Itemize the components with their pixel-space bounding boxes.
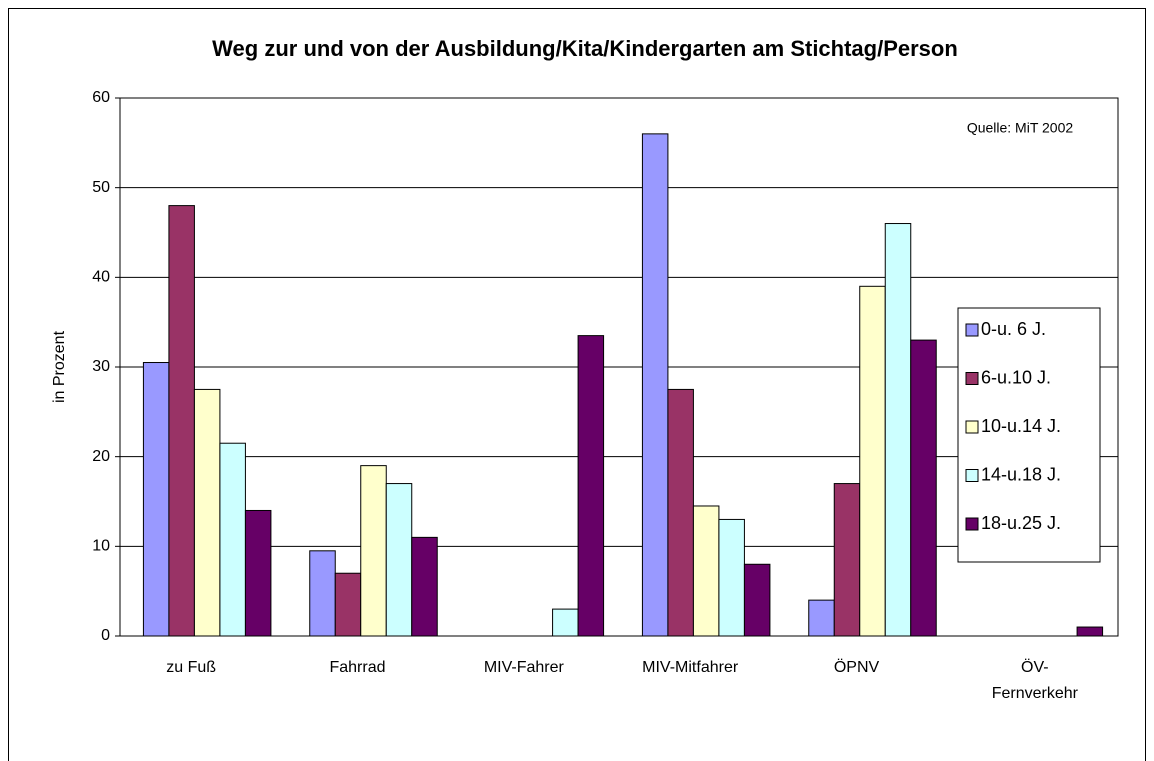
bar [168, 205, 195, 637]
bar [334, 572, 362, 637]
y-tick-label: 30 [92, 358, 110, 375]
x-tick-label: zu Fuß [166, 659, 216, 676]
annotation: Quelle: MiT 2002 [967, 120, 1074, 136]
bar [552, 608, 579, 637]
legend-label: 6-u.10 J. [981, 367, 1051, 387]
x-tick-label: MIV-Fahrer [484, 659, 565, 676]
bar [808, 599, 835, 637]
legend-swatch [965, 372, 979, 385]
legend-swatch [965, 323, 979, 337]
bar [718, 518, 745, 637]
legend-label: 14-u.18 J. [981, 464, 1061, 484]
bar [142, 362, 170, 637]
legend-swatch [965, 469, 979, 482]
chart-title: Weg zur und von der Ausbildung/Kita/Kind… [212, 36, 958, 61]
x-tick-label: MIV-Mitfahrer [642, 659, 739, 676]
y-tick-label: 20 [92, 448, 110, 465]
y-tick-label: 50 [92, 179, 110, 196]
bar [309, 550, 336, 637]
bar [360, 465, 387, 637]
x-tick-label: Fahrrad [329, 659, 385, 676]
x-tick-label: ÖPNV [834, 658, 880, 676]
bar [411, 536, 438, 637]
legend-label: 0-u. 6 J. [981, 319, 1046, 339]
x-tick-label: ÖV-Fernverkehr [992, 658, 1079, 702]
bar [577, 335, 605, 637]
bar [219, 442, 246, 637]
bar [641, 133, 669, 637]
bar [743, 563, 771, 637]
bar [667, 388, 694, 637]
legend-label: 18-u.25 J. [981, 513, 1061, 533]
legend-label: 10-u.14 J. [981, 416, 1061, 436]
legend-swatch [965, 517, 979, 531]
legend-box [957, 307, 1101, 563]
bar [692, 505, 720, 637]
y-tick-label: 60 [92, 89, 110, 106]
bar [884, 223, 912, 637]
legend-swatch [965, 420, 979, 434]
y-tick-label: 0 [101, 627, 110, 644]
bar [193, 388, 221, 637]
bar [1076, 626, 1104, 637]
plot-area [119, 97, 1119, 637]
y-axis-label: in Prozent [51, 330, 68, 403]
y-tick-label: 40 [92, 269, 110, 286]
bar [859, 285, 886, 637]
bar [385, 483, 413, 637]
y-tick-label: 10 [92, 538, 110, 555]
bar [244, 509, 272, 637]
bar [910, 339, 937, 637]
bar [833, 483, 861, 637]
